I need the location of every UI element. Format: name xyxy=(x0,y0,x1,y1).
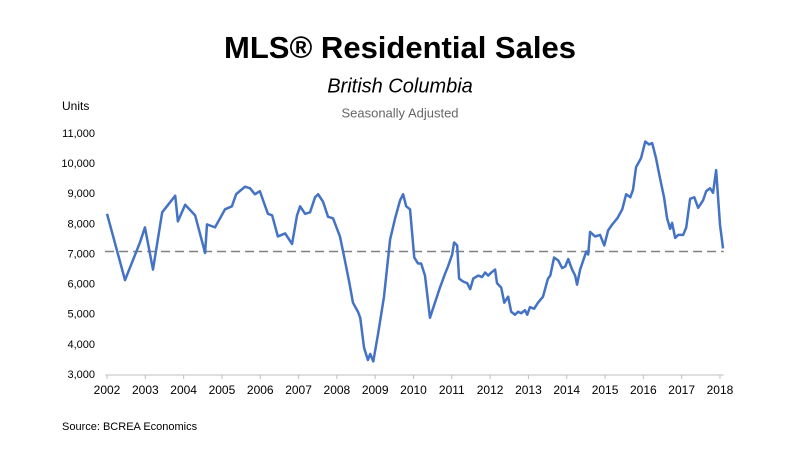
y-tick-label: 8,000 xyxy=(67,218,95,230)
y-tick-label: 7,000 xyxy=(67,248,95,260)
x-tick-label: 2016 xyxy=(630,383,657,397)
y-tick-label: 6,000 xyxy=(67,279,95,291)
x-tick-label: 2005 xyxy=(209,383,236,397)
x-tick-label: 2004 xyxy=(170,383,197,397)
x-tick-label: 2013 xyxy=(515,383,542,397)
chart-subtitle: British Columbia xyxy=(327,75,473,97)
y-tick-label: 11,000 xyxy=(62,128,95,140)
x-tick-label: 2018 xyxy=(707,383,734,397)
x-tick-label: 2015 xyxy=(592,383,619,397)
x-tick-label: 2003 xyxy=(132,383,159,397)
x-tick-label: 2007 xyxy=(285,383,312,397)
x-tick-label: 2010 xyxy=(400,383,427,397)
chart-title: MLS® Residential Sales xyxy=(224,30,576,65)
data-line xyxy=(105,140,725,363)
y-tick-label: 3,000 xyxy=(67,369,95,381)
y-tick-label: 10,000 xyxy=(61,158,95,170)
x-tick-label: 2002 xyxy=(94,383,121,397)
x-tick-label: 2017 xyxy=(668,383,695,397)
source: Source: BCREA Economics xyxy=(62,421,198,433)
x-tick-label: 2006 xyxy=(247,383,274,397)
x-tick-label: 2012 xyxy=(477,383,504,397)
y-tick-label: 9,000 xyxy=(67,188,95,200)
x-tick-label: 2014 xyxy=(553,383,580,397)
x-tick-label: 2009 xyxy=(362,383,389,397)
y-tick-label: 4,000 xyxy=(67,339,95,351)
x-tick-label: 2008 xyxy=(324,383,351,397)
y-axis-label: Units xyxy=(62,99,89,113)
y-tick-label: 5,000 xyxy=(67,309,95,321)
x-tick-label: 2011 xyxy=(439,383,465,397)
annotation: Seasonally Adjusted xyxy=(341,105,458,120)
